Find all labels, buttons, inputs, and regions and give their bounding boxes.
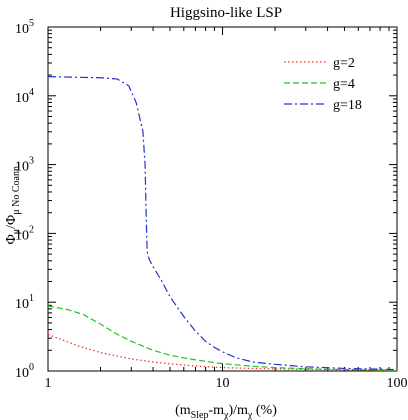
- axis-ticks: 1 10 100 100 101 102 103 104 105: [15, 18, 408, 391]
- y-tick-label: 103: [15, 156, 34, 175]
- series-line-g-18: [47, 76, 398, 371]
- series-line-g-2: [47, 333, 398, 372]
- y-tick-label: 100: [15, 362, 34, 381]
- series-lines: [47, 76, 398, 372]
- x-tick-label: 100: [387, 376, 408, 391]
- y-axis-label: Φμ/Φμ No Coann.: [4, 164, 22, 245]
- legend-label: g=2: [333, 56, 355, 71]
- y-tick-label: 101: [15, 293, 34, 312]
- x-tick-label: 10: [216, 376, 230, 391]
- legend-label: g=18: [333, 98, 362, 113]
- x-tick-label: 1: [45, 376, 52, 391]
- y-tick-label: 102: [15, 224, 34, 243]
- y-tick-label: 105: [15, 18, 34, 37]
- legend: g=2 g=4 g=18: [284, 56, 362, 113]
- chart-title: Higgsino-like LSP: [170, 5, 282, 21]
- x-axis-label: (mSlep-mχ)/mχ (%): [175, 403, 277, 420]
- y-tick-label: 104: [15, 87, 34, 106]
- legend-label: g=4: [333, 77, 355, 92]
- series-line-g-4: [47, 305, 398, 372]
